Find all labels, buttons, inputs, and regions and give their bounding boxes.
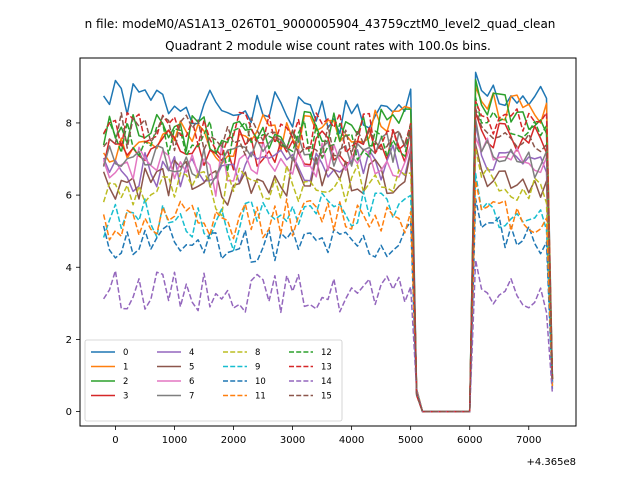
plot-area	[102, 71, 554, 413]
series-line-3	[102, 111, 554, 413]
legend-label-6: 6	[189, 377, 194, 387]
x-tick-label: 5000	[398, 435, 423, 446]
y-axis: 0 2 4 6 8	[66, 118, 80, 418]
x-tick-label: 1000	[162, 435, 187, 446]
series-line-11	[102, 179, 554, 413]
series-line-14	[102, 259, 554, 413]
x-tick-label: 3000	[280, 435, 305, 446]
series-line-5	[102, 143, 554, 413]
chart-suptitle: n file: modeM0/AS1A13_026T01_9000005904_…	[85, 17, 556, 31]
legend-label-5: 5	[189, 363, 194, 373]
legend-box	[84, 339, 343, 422]
x-tick-label: 2000	[221, 435, 246, 446]
x-offset-label: +4.365e8	[526, 457, 576, 468]
series-line-9	[102, 172, 554, 413]
series-line-7	[102, 118, 554, 413]
legend-label-10: 10	[255, 377, 266, 387]
legend-label-12: 12	[321, 348, 332, 358]
legend-label-4: 4	[189, 348, 194, 358]
legend-label-0: 0	[123, 348, 128, 358]
legend-label-9: 9	[255, 363, 260, 373]
series-line-10	[102, 197, 554, 413]
legend-label-8: 8	[255, 348, 260, 358]
y-tick-label: 8	[66, 118, 72, 129]
legend-label-11: 11	[255, 392, 266, 402]
x-axis: 0 1000 2000 3000 4000 5000 6000 7000	[112, 426, 541, 446]
series-line-8	[102, 147, 554, 413]
legend-label-2: 2	[123, 377, 128, 387]
x-tick-label: 6000	[457, 435, 482, 446]
legend-label-14: 14	[321, 377, 332, 387]
legend-label-3: 3	[123, 392, 128, 402]
legend-label-7: 7	[189, 392, 194, 402]
series-line-15	[103, 107, 554, 413]
x-tick-label: 7000	[516, 435, 541, 446]
series-line-6	[102, 136, 554, 413]
x-tick-label: 4000	[339, 435, 364, 446]
legend-label-15: 15	[321, 392, 332, 402]
y-tick-label: 6	[66, 191, 72, 202]
axes-frame	[79, 57, 577, 427]
legend-label-13: 13	[321, 363, 332, 373]
x-tick-label: 0	[112, 435, 118, 446]
y-tick-label: 0	[66, 407, 72, 418]
legend-label-1: 1	[123, 363, 128, 373]
chart-title: Quadrant 2 module wise count rates with …	[165, 39, 491, 53]
y-tick-label: 2	[66, 335, 72, 346]
y-tick-label: 4	[66, 263, 72, 274]
